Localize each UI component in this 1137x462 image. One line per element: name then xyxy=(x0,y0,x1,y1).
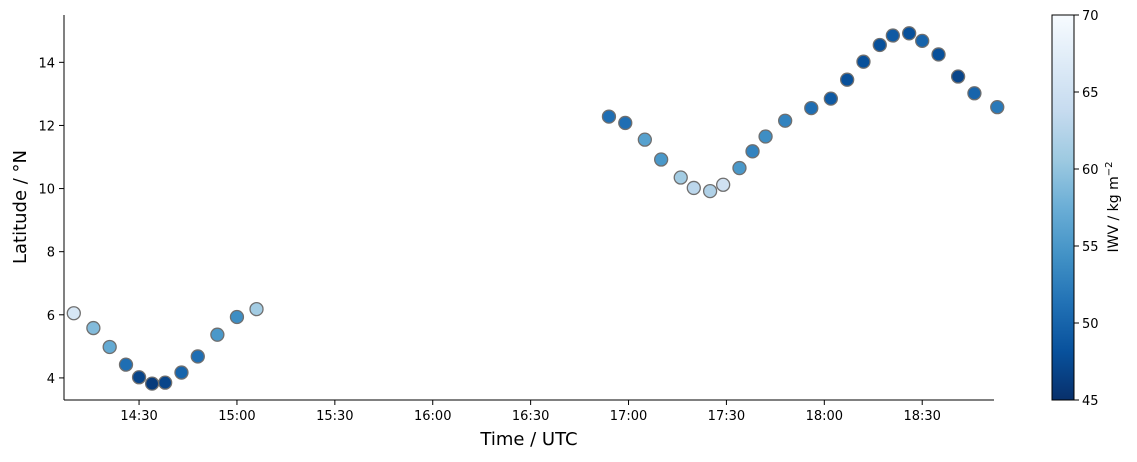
colorbar-tick-label: 45 xyxy=(1082,394,1099,409)
data-point xyxy=(856,54,871,69)
y-tick-label: 8 xyxy=(47,246,55,261)
data-point xyxy=(131,370,147,385)
data-point xyxy=(637,132,652,147)
colorbar-label: IWV / kg m−2 xyxy=(1104,162,1122,253)
data-point xyxy=(967,86,982,101)
data-point xyxy=(249,301,264,317)
data-point xyxy=(210,327,225,342)
data-point xyxy=(745,144,760,159)
colorbar-tick-label: 70 xyxy=(1082,9,1099,24)
data-point xyxy=(144,376,160,391)
colorbar-tick-label: 65 xyxy=(1082,86,1099,101)
data-point xyxy=(102,339,117,355)
data-point xyxy=(673,170,688,185)
data-point xyxy=(950,69,966,84)
colorbar-ticks: 45 50 55 60 65 70 xyxy=(1074,9,1099,409)
data-point xyxy=(885,28,900,43)
data-point xyxy=(931,47,946,62)
data-point xyxy=(716,177,731,192)
data-point xyxy=(702,183,718,199)
x-tick-label: 15:00 xyxy=(218,409,255,424)
data-point xyxy=(86,320,101,336)
data-point xyxy=(190,349,205,364)
x-axis-ticks: 14:30 15:00 15:30 16:00 16:30 17:00 17:30 18:00… xyxy=(120,400,941,424)
x-tick-label: 16:00 xyxy=(414,409,451,424)
data-point xyxy=(66,306,81,321)
data-point xyxy=(118,357,134,372)
data-point xyxy=(158,375,173,390)
data-point xyxy=(686,180,701,196)
y-tick-label: 4 xyxy=(47,372,55,387)
y-axis-label: Latitude / °N xyxy=(10,150,31,264)
data-point xyxy=(840,72,855,87)
x-axis-label: Time / UTC xyxy=(479,429,577,450)
x-tick-label: 16:30 xyxy=(512,409,549,424)
y-tick-label: 14 xyxy=(38,56,55,71)
data-point xyxy=(902,26,917,41)
colorbar-tick-label: 55 xyxy=(1082,240,1099,255)
data-point xyxy=(732,160,747,176)
data-point xyxy=(872,37,887,53)
y-tick-label: 6 xyxy=(47,309,55,324)
data-point xyxy=(601,109,617,124)
data-point xyxy=(758,129,773,144)
x-tick-label: 15:30 xyxy=(316,409,353,424)
data-points xyxy=(66,26,1005,391)
data-point xyxy=(618,115,633,131)
data-point xyxy=(229,309,245,325)
x-tick-label: 17:00 xyxy=(610,409,647,424)
data-point xyxy=(915,33,930,49)
x-tick-label: 17:30 xyxy=(708,409,745,424)
y-tick-label: 12 xyxy=(38,119,55,134)
data-point xyxy=(174,365,189,380)
colorbar-tick-label: 50 xyxy=(1082,317,1099,332)
data-point xyxy=(778,113,793,128)
y-tick-label: 10 xyxy=(38,183,55,198)
colorbar-tick-label: 60 xyxy=(1082,163,1099,178)
x-tick-label: 14:30 xyxy=(120,409,157,424)
data-point xyxy=(654,152,669,167)
x-tick-label: 18:30 xyxy=(903,409,940,424)
data-point xyxy=(990,99,1005,115)
data-point xyxy=(804,100,819,116)
x-tick-label: 18:00 xyxy=(806,409,843,424)
data-point xyxy=(823,91,838,106)
y-axis-ticks: 4 6 8 10 12 14 xyxy=(38,56,64,387)
colorbar xyxy=(1051,14,1075,401)
